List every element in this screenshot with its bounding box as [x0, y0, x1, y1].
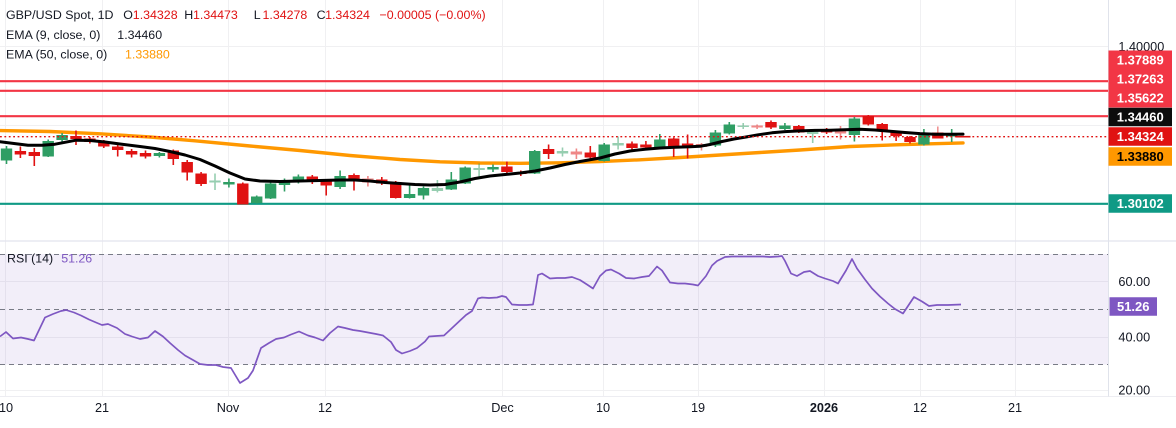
- svg-text:1.37889: 1.37889: [1117, 53, 1164, 68]
- svg-text:1.34324: 1.34324: [325, 8, 370, 22]
- svg-text:12: 12: [318, 401, 332, 415]
- svg-text:H: H: [184, 8, 193, 22]
- svg-text:C: C: [317, 8, 326, 22]
- svg-text:19: 19: [691, 401, 705, 415]
- svg-text:Nov: Nov: [217, 401, 240, 415]
- svg-text:−0.00005 (−0.00%): −0.00005 (−0.00%): [380, 8, 486, 22]
- svg-text:51.26: 51.26: [1117, 299, 1150, 314]
- svg-text:10: 10: [0, 401, 13, 415]
- svg-text:Dec: Dec: [491, 401, 514, 415]
- svg-text:1.33880: 1.33880: [125, 48, 170, 62]
- svg-text:12: 12: [913, 401, 927, 415]
- svg-text:1.33880: 1.33880: [1117, 149, 1164, 164]
- svg-text:1.34328: 1.34328: [133, 8, 178, 22]
- svg-text:L: L: [254, 8, 261, 22]
- svg-text:60.00: 60.00: [1118, 275, 1150, 289]
- svg-text:O: O: [123, 8, 133, 22]
- svg-text:EMA (50, close, 0): EMA (50, close, 0): [6, 48, 107, 62]
- svg-text:2026: 2026: [810, 401, 838, 415]
- svg-text:1.34324: 1.34324: [1117, 129, 1165, 144]
- svg-text:GBP/USD Spot, 1D: GBP/USD Spot, 1D: [6, 8, 113, 22]
- svg-text:1.35622: 1.35622: [1117, 90, 1164, 105]
- svg-text:20.00: 20.00: [1118, 384, 1150, 398]
- svg-text:51.26: 51.26: [61, 251, 92, 265]
- svg-text:1.34460: 1.34460: [117, 28, 162, 42]
- svg-text:EMA (9, close, 0): EMA (9, close, 0): [6, 28, 100, 42]
- svg-text:1.30102: 1.30102: [1117, 196, 1164, 211]
- svg-text:RSI (14): RSI (14): [7, 251, 53, 265]
- svg-text:21: 21: [95, 401, 109, 415]
- svg-text:1.34473: 1.34473: [193, 8, 238, 22]
- svg-text:21: 21: [1008, 401, 1022, 415]
- svg-text:1.34278: 1.34278: [263, 8, 308, 22]
- svg-text:40.00: 40.00: [1118, 331, 1150, 345]
- svg-text:10: 10: [596, 401, 610, 415]
- svg-text:1.37263: 1.37263: [1117, 72, 1164, 87]
- svg-text:1.34460: 1.34460: [1117, 110, 1164, 125]
